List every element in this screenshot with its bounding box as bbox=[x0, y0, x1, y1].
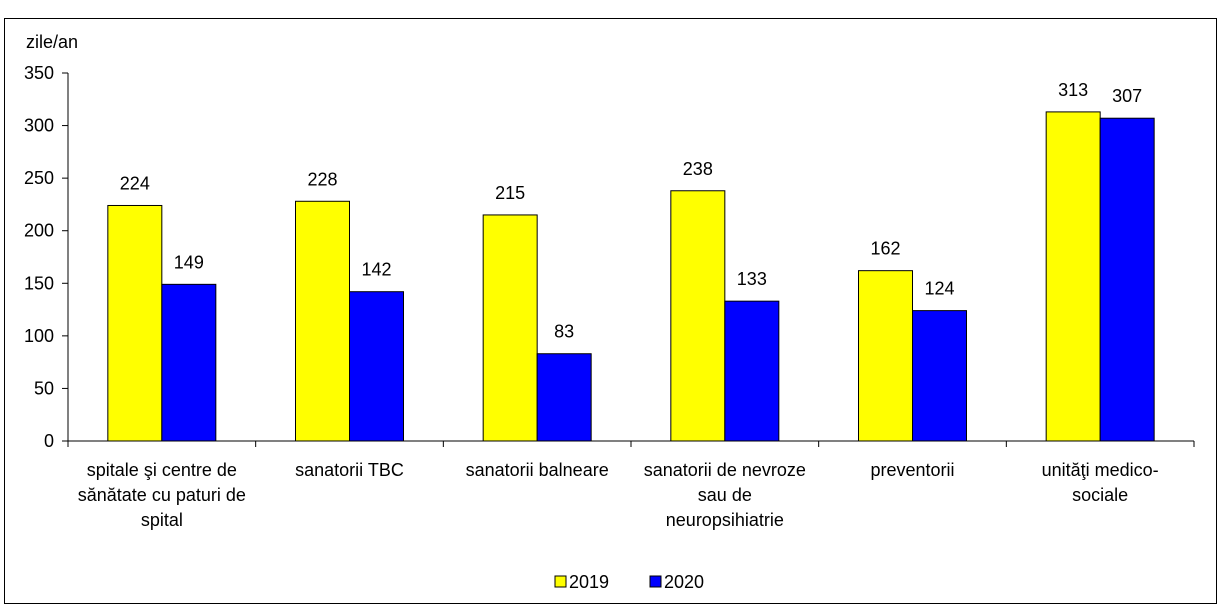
category-label: sănătate cu paturi de bbox=[78, 485, 246, 505]
category-label: sau de bbox=[698, 485, 752, 505]
data-label: 124 bbox=[924, 279, 954, 299]
x-axis bbox=[67, 440, 1195, 447]
data-label: 142 bbox=[361, 260, 391, 280]
bar-2020 bbox=[912, 310, 967, 442]
bar-2019 bbox=[1045, 111, 1101, 442]
legend-swatch-2020 bbox=[649, 575, 662, 588]
data-label: 215 bbox=[495, 183, 525, 203]
bar-2019 bbox=[858, 270, 913, 442]
bar-2019 bbox=[107, 204, 163, 442]
bar-2020 bbox=[1099, 117, 1155, 442]
data-label: 162 bbox=[870, 239, 900, 259]
data-label: 149 bbox=[174, 252, 204, 272]
category-label: unităţi medico- bbox=[1042, 460, 1159, 480]
data-label: 313 bbox=[1058, 80, 1088, 100]
bar-2019 bbox=[295, 200, 350, 442]
legend: 2019 2020 bbox=[554, 572, 704, 592]
bar-2020 bbox=[161, 283, 217, 442]
y-axis-label: zile/an bbox=[26, 32, 78, 52]
y-axis: 0 50 100 150 200 250 300 350 bbox=[24, 63, 69, 451]
legend-label: 2019 bbox=[569, 572, 609, 592]
category-labels: spitale şi centre de sănătate cu paturi d… bbox=[78, 460, 1159, 530]
category-label: preventorii bbox=[870, 460, 954, 480]
category-label: sanatorii TBC bbox=[295, 460, 404, 480]
bars bbox=[107, 111, 1155, 442]
data-label: 83 bbox=[554, 322, 574, 342]
data-label: 228 bbox=[307, 169, 337, 189]
data-label: 224 bbox=[120, 173, 150, 193]
bar-2020 bbox=[724, 300, 780, 442]
y-tick-label: 200 bbox=[24, 221, 54, 241]
bar-2019 bbox=[670, 190, 726, 442]
y-tick-label: 50 bbox=[34, 378, 54, 398]
y-tick-label: 300 bbox=[24, 116, 54, 136]
bar-2020 bbox=[536, 353, 592, 442]
category-label: sanatorii balneare bbox=[466, 460, 609, 480]
bar-2019 bbox=[482, 214, 538, 442]
legend-swatch-2019 bbox=[554, 575, 567, 588]
category-label: spitale şi centre de bbox=[87, 460, 237, 480]
y-tick-label: 250 bbox=[24, 168, 54, 188]
data-label: 307 bbox=[1112, 86, 1142, 106]
data-labels: 224 149 228 142 215 83 238 133 162 124 313 307 bbox=[120, 80, 1142, 342]
legend-label: 2020 bbox=[664, 572, 704, 592]
bar-2020 bbox=[349, 291, 404, 442]
category-label: spital bbox=[141, 510, 183, 530]
category-label: neuropsihiatrie bbox=[666, 510, 784, 530]
data-label: 133 bbox=[737, 269, 767, 289]
data-label: 238 bbox=[683, 159, 713, 179]
y-tick-label: 100 bbox=[24, 326, 54, 346]
y-tick-label: 150 bbox=[24, 273, 54, 293]
y-tick-label: 350 bbox=[24, 63, 54, 83]
category-label: sociale bbox=[1072, 485, 1128, 505]
category-label: sanatorii de nevroze bbox=[644, 460, 806, 480]
y-tick-label: 0 bbox=[44, 431, 54, 451]
